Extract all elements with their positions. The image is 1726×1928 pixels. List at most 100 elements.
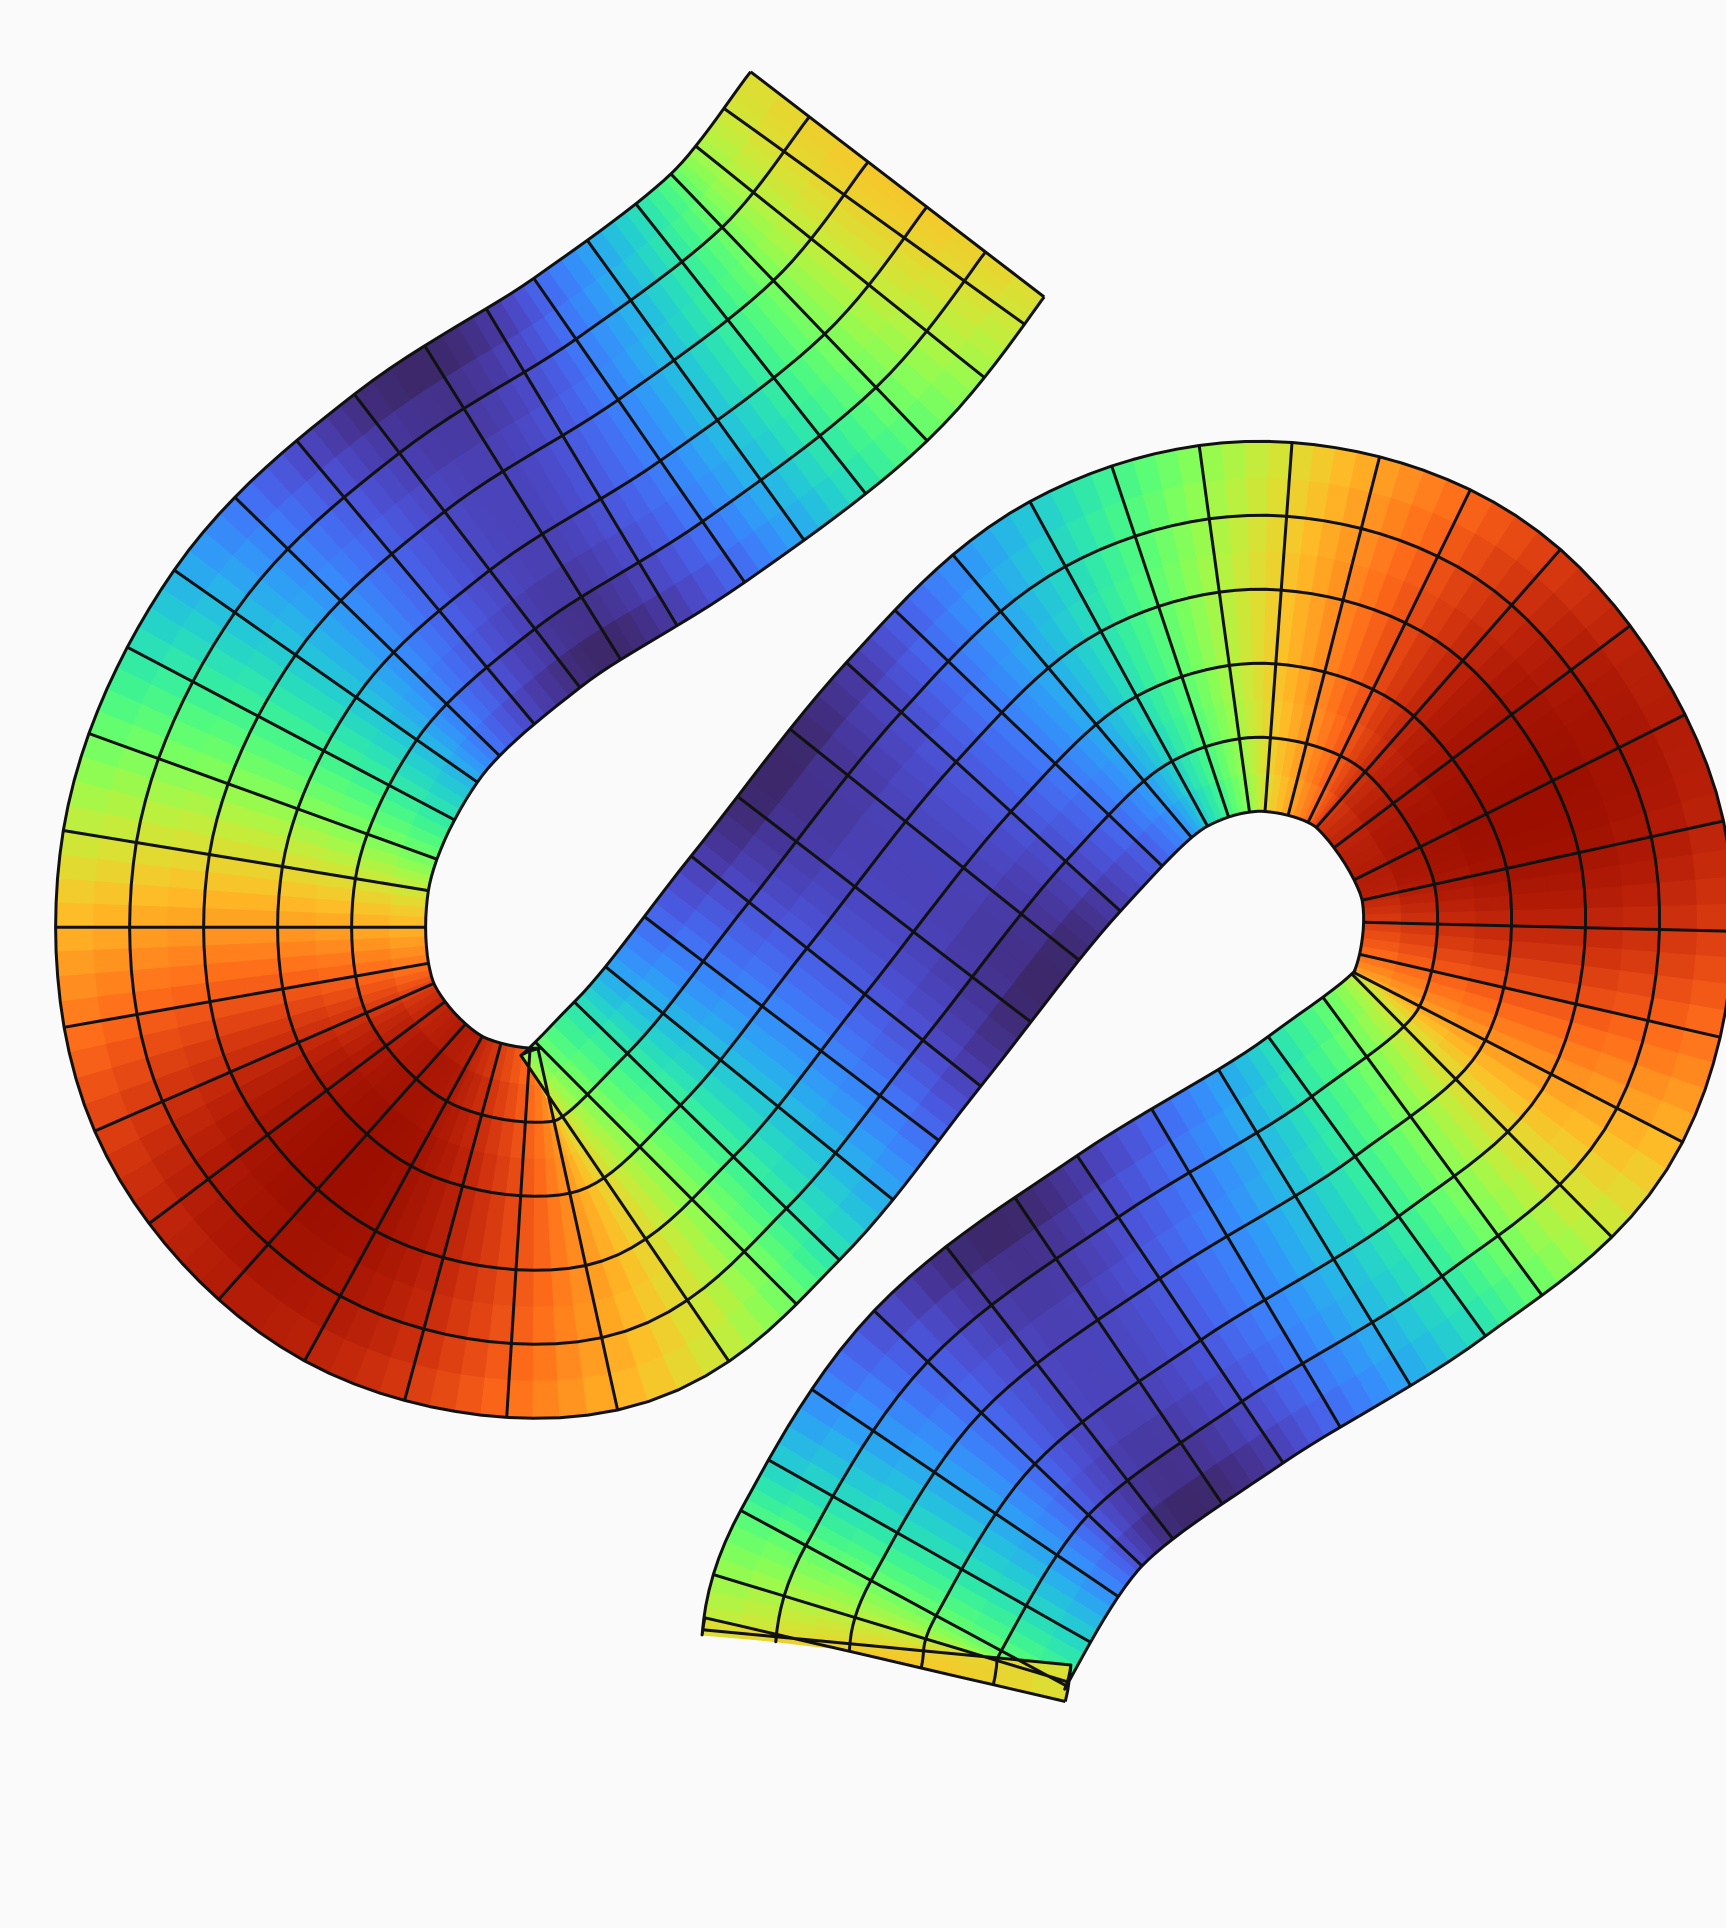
mesh-cross-line (173, 568, 479, 784)
mesh-cross-line (749, 70, 1046, 299)
patch (1583, 927, 1624, 951)
mesh-cross-line (712, 1573, 1068, 1684)
mesh-cross-line (505, 1048, 532, 1418)
patch (1244, 440, 1270, 480)
patch (92, 881, 132, 907)
patch (1585, 906, 1623, 930)
patch (532, 1306, 557, 1345)
mesh-cross-line (1353, 713, 1686, 882)
patch (351, 913, 390, 928)
patch (166, 945, 206, 969)
mesh-cross-line (126, 645, 456, 822)
patch (1227, 514, 1250, 555)
mesh-cross-line (423, 345, 622, 661)
mesh-cross-line (1363, 920, 1726, 933)
patch (1694, 929, 1726, 959)
patch (1694, 877, 1726, 906)
patch (129, 883, 169, 908)
patch (55, 926, 94, 953)
patch (1548, 907, 1586, 929)
mesh-cross-line (1361, 819, 1724, 902)
mesh-cross-line (1315, 548, 1562, 829)
patch (1254, 736, 1264, 775)
patch (1620, 928, 1661, 954)
mesh-cross-line (690, 854, 982, 1088)
mesh-cross-line (484, 307, 679, 627)
patch (1234, 588, 1253, 628)
patch (1474, 910, 1512, 927)
mesh-cross-line (1075, 1154, 1285, 1464)
patch (1247, 514, 1268, 554)
mesh-cross-line (1263, 442, 1294, 812)
mesh-long-line (350, 251, 1661, 1686)
patch (1658, 904, 1698, 931)
patch (533, 1195, 551, 1234)
patch (1620, 882, 1660, 909)
mesh-cross-line (604, 965, 894, 1201)
patch (1249, 588, 1267, 627)
patch (1622, 905, 1661, 931)
patch (1224, 477, 1249, 518)
patch (1691, 849, 1726, 881)
mesh-cross-line (1110, 465, 1231, 818)
mesh-cross-line (573, 1000, 841, 1262)
patch (1657, 928, 1698, 956)
mesh-cross-line (669, 172, 929, 442)
mesh-cross-line (1217, 1068, 1412, 1387)
mesh-cross-line (295, 439, 536, 726)
mesh-cross-line (534, 1041, 798, 1306)
patch (1473, 895, 1513, 913)
patch (1253, 699, 1265, 738)
mesh-cross-line (1028, 500, 1209, 827)
patch (92, 926, 131, 951)
mesh-cross-line (353, 393, 582, 689)
patch (532, 1343, 559, 1382)
patch (484, 1341, 512, 1382)
patch (1657, 879, 1697, 907)
patch (93, 858, 134, 886)
mesh-long-line (276, 205, 1587, 1669)
mesh-cross-line (233, 496, 501, 757)
mesh-cross-line (536, 1048, 620, 1411)
patch (557, 1377, 589, 1419)
patch (1695, 904, 1726, 932)
patch (506, 1379, 534, 1419)
patch (240, 926, 279, 945)
mesh-cross-line (704, 1616, 1066, 1703)
mesh-cross-line (1150, 1108, 1342, 1428)
mesh-cross-line (736, 795, 1032, 1024)
mesh-cross-line (951, 553, 1193, 839)
mesh-cross-line (694, 144, 986, 379)
patch (167, 867, 208, 891)
mesh-cross-line (1359, 952, 1721, 1039)
mesh-cross-line (88, 732, 438, 861)
patch (351, 926, 390, 941)
mesh-cross-line (403, 1042, 503, 1401)
mesh-cross-line (643, 915, 940, 1142)
mesh-cross-line (1266, 1035, 1487, 1337)
mesh-long-line (202, 160, 1513, 1652)
mesh-cross-line (148, 1000, 447, 1225)
patch (166, 886, 206, 910)
patch (1510, 892, 1550, 912)
mesh-cross-line (1306, 489, 1472, 824)
mesh-cross-line (1353, 971, 1684, 1144)
mesh-cross-line (63, 829, 429, 893)
patch (533, 1232, 553, 1271)
mesh-long-line (128, 115, 1440, 1644)
patch (56, 854, 98, 883)
mesh-cross-line (519, 1054, 731, 1363)
mesh-cross-line (532, 277, 746, 584)
patch (130, 862, 171, 888)
patch (240, 892, 280, 913)
mesh-cross-line (1013, 1196, 1224, 1505)
patch (1252, 662, 1265, 701)
patch (129, 905, 168, 928)
mesh-cross-line (723, 107, 1026, 326)
mesh-cross-line (586, 239, 806, 541)
patch (203, 926, 242, 947)
patch (480, 1377, 510, 1418)
patch (533, 1269, 555, 1308)
mesh-cross-line (893, 609, 1164, 868)
